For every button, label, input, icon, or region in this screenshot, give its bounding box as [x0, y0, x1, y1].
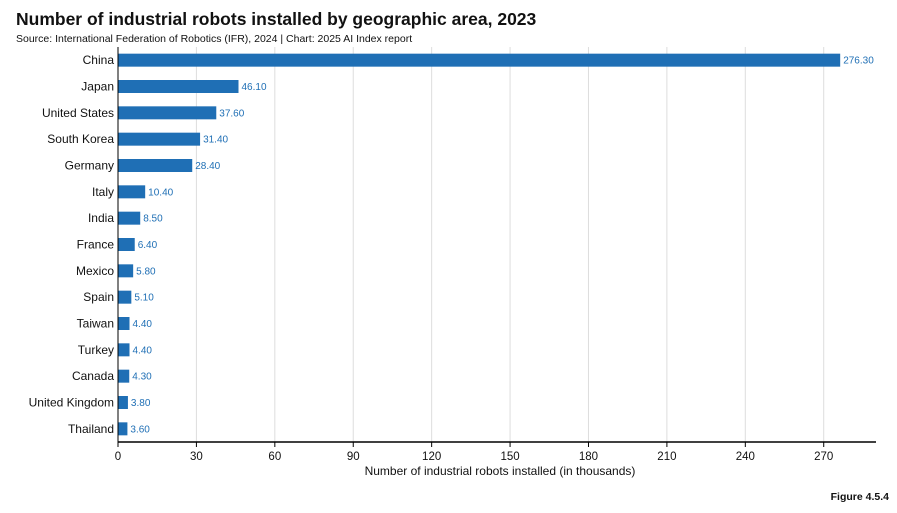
category-label: Turkey [78, 343, 114, 357]
value-label: 6.40 [138, 240, 158, 251]
x-tick-label: 90 [347, 451, 360, 463]
category-label: China [83, 53, 115, 67]
category-label: Canada [72, 369, 114, 383]
category-label: South Korea [47, 132, 114, 146]
x-tick-label: 270 [814, 451, 833, 463]
value-label: 37.60 [219, 108, 244, 119]
chart-title: Number of industrial robots installed by… [16, 9, 537, 29]
labels: China 276.30 Japan 46.10 United States 37.60 S… [29, 53, 875, 436]
bar [118, 80, 239, 93]
bar [118, 238, 135, 251]
value-label: 46.10 [241, 82, 266, 93]
bar [118, 211, 141, 225]
x-axis-title: Number of industrial robots installed (i… [365, 464, 636, 478]
category-label: France [77, 238, 115, 252]
bar [118, 185, 146, 199]
value-label: 5.10 [134, 293, 154, 304]
x-tick-label: 180 [579, 451, 598, 463]
x-tick-label: 30 [190, 451, 203, 463]
value-label: 276.30 [843, 56, 874, 67]
category-label: Taiwan [77, 317, 114, 331]
bars [118, 53, 841, 436]
category-label: Spain [83, 290, 114, 304]
figure-label: Figure 4.5.4 [830, 491, 889, 503]
value-label: 10.40 [148, 187, 173, 198]
x-tick-label: 210 [657, 451, 676, 463]
x-tick-label: 240 [736, 451, 755, 463]
value-label: 5.80 [136, 266, 156, 277]
category-label: United States [42, 106, 114, 120]
category-label: Thailand [68, 422, 114, 436]
value-label: 3.80 [131, 398, 151, 409]
category-label: India [88, 211, 114, 225]
gridlines [195, 47, 825, 442]
bar [118, 317, 130, 330]
category-label: Italy [92, 185, 114, 199]
x-tick-label: 0 [115, 451, 121, 463]
x-tick-label: 60 [268, 451, 281, 463]
value-label: 4.30 [132, 372, 152, 383]
category-label: United Kingdom [29, 396, 114, 410]
value-label: 31.40 [203, 135, 228, 146]
value-label: 8.50 [143, 214, 163, 225]
bar [118, 422, 128, 436]
x-tick-label: 120 [422, 451, 441, 463]
bar [118, 53, 841, 67]
bar [118, 343, 130, 357]
chart-source: Source: International Federation of Robo… [16, 33, 413, 45]
bar [118, 290, 132, 304]
value-label: 28.40 [195, 161, 220, 172]
category-label: Mexico [76, 264, 114, 278]
bar [118, 106, 217, 120]
bar [118, 159, 193, 172]
value-label: 4.40 [133, 319, 153, 330]
x-tick-label: 150 [500, 451, 519, 463]
category-label: Germany [65, 159, 114, 173]
bar [118, 396, 128, 409]
bar [118, 264, 134, 278]
value-label: 4.40 [133, 345, 153, 356]
category-label: Japan [81, 80, 114, 94]
bar [118, 369, 130, 383]
bar [118, 132, 201, 146]
value-label: 3.60 [130, 424, 150, 435]
axes: 0 30 60 90 120 150 180 210 240 270 Number of indus… [115, 47, 876, 478]
